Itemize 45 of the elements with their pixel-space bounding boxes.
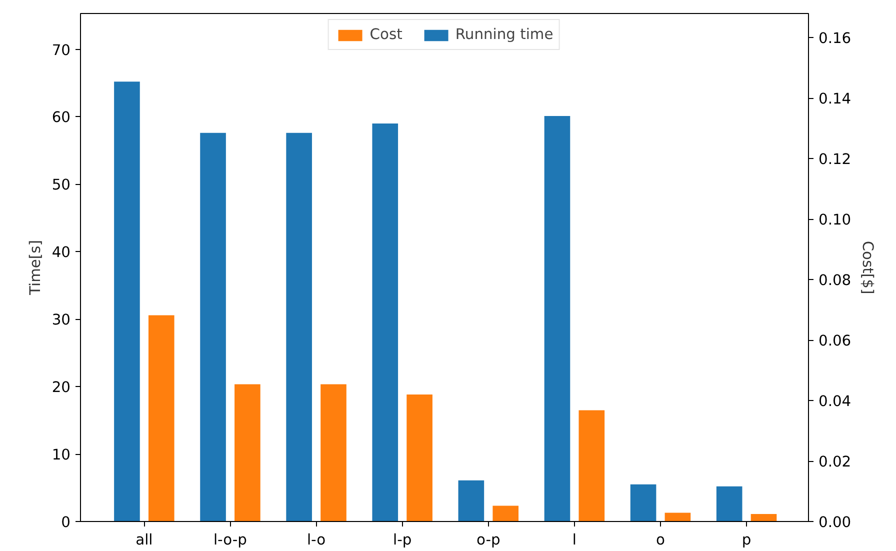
bar [578, 410, 605, 522]
y2-tick-label: 0.06 [818, 332, 852, 350]
y-tick-label: 0 [61, 514, 71, 531]
bar [114, 82, 140, 522]
y2-tick-label: 0.16 [818, 30, 852, 48]
x-tick-label: o [656, 532, 666, 548]
x-tick-label: l-o-p [214, 532, 247, 548]
x-tick-label: p [742, 532, 752, 548]
bar [492, 506, 519, 522]
y2-axis-title: Cost[$] [859, 240, 876, 294]
y-tick-label: 20 [52, 379, 71, 396]
y-axis-title: Time[s] [26, 240, 44, 296]
legend-label: Cost [370, 26, 402, 43]
bar [630, 484, 656, 522]
bar [750, 514, 777, 522]
bar [544, 116, 570, 522]
bar [200, 132, 226, 522]
bar [234, 384, 260, 522]
y2-tick-label: 0.14 [818, 90, 852, 108]
bar [716, 486, 742, 522]
y2-tick-label: 0.08 [818, 272, 852, 290]
y-tick-label: 60 [52, 109, 71, 126]
legend-label: Running time [455, 26, 554, 43]
bar [458, 480, 484, 522]
x-tick-label: l-o [306, 532, 326, 548]
bar [406, 394, 432, 522]
x-tick-label: l-p [393, 532, 412, 548]
y-tick-label: 10 [52, 446, 71, 464]
bar [372, 123, 398, 522]
y2-tick-label: 0.10 [818, 212, 852, 229]
y-tick-label: 70 [52, 42, 71, 59]
x-tick-label: all [136, 532, 153, 548]
bar [664, 512, 691, 522]
bar [320, 384, 346, 522]
y-tick-label: 40 [52, 244, 71, 262]
bar [286, 132, 312, 522]
x-tick-label: o-p [476, 532, 500, 548]
y-tick-label: 50 [52, 176, 71, 194]
bar [148, 315, 174, 522]
y-tick-label: 30 [52, 312, 71, 329]
y2-tick-label: 0.02 [818, 454, 852, 471]
y2-tick-label: 0.04 [818, 393, 852, 410]
y2-tick-label: 0.12 [818, 151, 852, 168]
x-tick-label: l [572, 532, 576, 548]
y2-tick-label: 0.00 [818, 514, 852, 531]
